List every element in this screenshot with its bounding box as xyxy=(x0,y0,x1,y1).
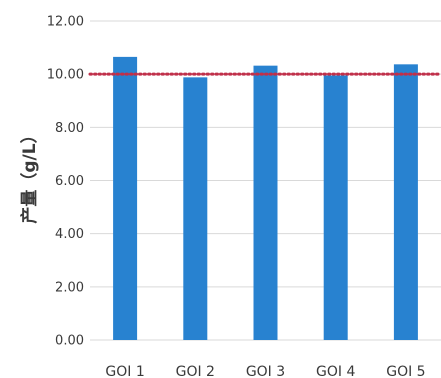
bar xyxy=(323,75,348,340)
x-tick-labels: GOI 1 GOI 2 GOI 3 GOI 4 GOI 5 xyxy=(105,364,425,378)
x-tick-label: GOI 4 xyxy=(316,364,355,378)
x-tick-label: GOI 2 xyxy=(176,364,215,378)
y-tick-label: 10.00 xyxy=(47,68,84,83)
bar xyxy=(253,65,278,340)
bars xyxy=(113,56,418,341)
y-tick-label: 6.00 xyxy=(55,174,84,189)
y-tick-label: 12.00 xyxy=(47,15,84,30)
x-tick-label: GOI 1 xyxy=(105,364,144,378)
y-tick-labels: 0.00 2.00 4.00 6.00 8.00 10.00 12.00 xyxy=(47,15,84,349)
y-axis-label: 产量（g/L） xyxy=(19,126,40,223)
bar xyxy=(183,77,208,341)
x-tick-label: GOI 5 xyxy=(386,364,425,378)
y-tick-label: 8.00 xyxy=(55,121,84,136)
y-tick-label: 2.00 xyxy=(55,280,84,295)
y-tick-label: 4.00 xyxy=(55,227,84,242)
x-tick-label: GOI 3 xyxy=(246,364,285,378)
bar xyxy=(113,56,138,340)
y-tick-label: 0.00 xyxy=(55,334,84,349)
bar xyxy=(393,64,418,340)
